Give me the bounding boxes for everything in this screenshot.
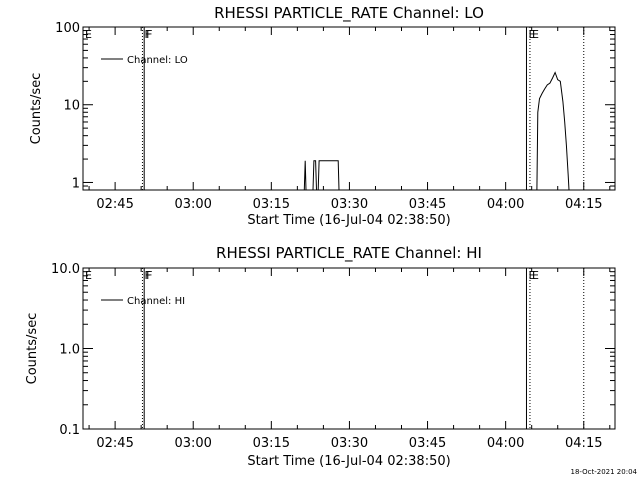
x-tick-label: 03:00	[174, 197, 211, 212]
x-tick-label: 03:15	[253, 436, 290, 451]
legend-label: Channel: HI	[127, 296, 185, 307]
flag-label: E	[532, 28, 539, 41]
x-tick-label: 03:30	[331, 436, 368, 451]
flag-label: F	[146, 28, 152, 41]
plot-frame	[82, 267, 616, 430]
y-tick-label: 1	[72, 176, 80, 191]
series-line-segment	[312, 160, 318, 191]
x-tick-label: 03:30	[331, 197, 368, 212]
footer-timestamp: 18-Oct-2021 20:04	[571, 468, 638, 476]
flag-label: E	[528, 28, 535, 41]
series-line-segment	[536, 71, 570, 191]
y-tick-label: 0.1	[59, 423, 80, 438]
flag-label: E	[85, 28, 92, 41]
legend-label: Channel: LO	[127, 55, 188, 66]
x-tick-label: 03:00	[174, 436, 211, 451]
x-tick-label: 03:45	[409, 436, 446, 451]
y-tick-label: 10.0	[51, 262, 80, 277]
y-tick-label: 1.0	[59, 343, 80, 358]
x-tick-label: 03:15	[253, 197, 290, 212]
series-line-segment	[303, 160, 307, 191]
series-line-segment	[317, 160, 340, 191]
flag-label: E	[532, 269, 539, 282]
y-axis-label: Counts/sec	[25, 313, 40, 385]
x-axis-label: Start Time (16-Jul-04 02:38:50)	[247, 213, 450, 228]
y-axis-label: Counts/sec	[29, 73, 44, 145]
x-tick-label: 02:45	[96, 197, 133, 212]
chart-title: RHESSI PARTICLE_RATE Channel: HI	[216, 244, 482, 263]
x-tick-label: 02:45	[96, 436, 133, 451]
x-tick-label: 04:15	[565, 436, 602, 451]
x-tick-label: 04:00	[487, 436, 524, 451]
chart-lo-panel: RHESSI PARTICLE_RATE Channel: LO 02:45 03:…	[29, 4, 616, 228]
flag-label: F	[146, 269, 152, 282]
flag-label: E	[85, 269, 92, 282]
y-tick-label: 100	[55, 21, 80, 36]
chart-hi-panel: RHESSI PARTICLE_RATE Channel: HI 02:45 03:…	[25, 244, 616, 469]
flag-label: F	[144, 28, 150, 41]
flag-label: F	[144, 269, 150, 282]
x-tick-label: 04:15	[565, 197, 602, 212]
x-axis-label: Start Time (16-Jul-04 02:38:50)	[247, 454, 450, 469]
x-tick-label: 03:45	[409, 197, 446, 212]
x-tick-label: 04:00	[487, 197, 524, 212]
chart-title: RHESSI PARTICLE_RATE Channel: LO	[214, 4, 484, 23]
flag-label: E	[528, 269, 535, 282]
plot-frame	[82, 26, 616, 191]
y-tick-label: 10	[63, 99, 80, 114]
